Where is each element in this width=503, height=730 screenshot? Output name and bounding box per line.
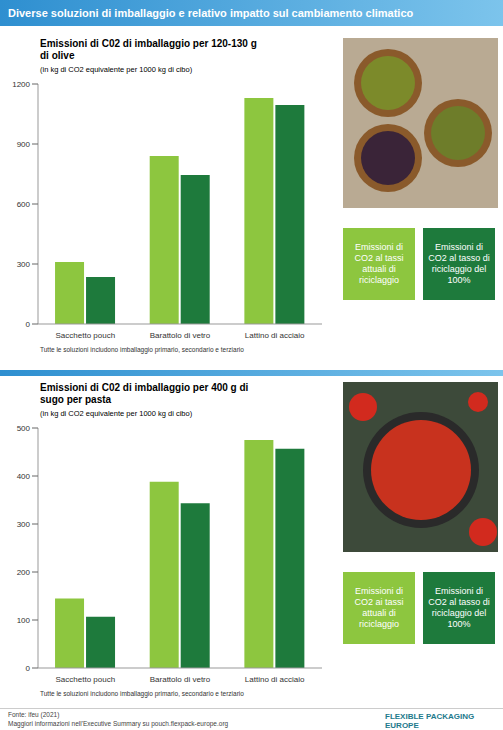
html-text:Emissioni di C02 di imballaggi: Emissioni di C02 di imballaggio per 120-… bbox=[40, 38, 257, 61]
svg-text:100: 100 bbox=[17, 616, 31, 625]
svg-text:Barattolo di vetro: Barattolo di vetro bbox=[150, 675, 211, 684]
svg-text:Sacchetto pouch: Sacchetto pouch bbox=[56, 675, 116, 684]
svg-text:0: 0 bbox=[26, 320, 31, 329]
html-text:Emissioni di CO2 al tasso di r: Emissioni di CO2 al tasso di riciclaggio… bbox=[428, 242, 490, 285]
html-text:Emissioni di CO2 al tasso di r: Emissioni di CO2 al tasso di riciclaggio… bbox=[428, 586, 490, 629]
html-text:Emissioni di C02 di imballaggi: Emissioni di C02 di imballaggio per 400 … bbox=[40, 382, 249, 405]
svg-text:Lattino di acciaio: Lattino di acciaio bbox=[245, 331, 305, 340]
svg-text:0: 0 bbox=[26, 664, 31, 673]
html-text:Emissioni di CO2 al tassi attu: Emissioni di CO2 al tassi attuali di ric… bbox=[354, 242, 404, 285]
svg-text:600: 600 bbox=[17, 200, 31, 209]
svg-text:500: 500 bbox=[17, 424, 31, 433]
html-text:Fonte: ifeu (2021): Fonte: ifeu (2021) bbox=[8, 711, 60, 718]
svg-text:300: 300 bbox=[17, 520, 31, 529]
svg-text:300: 300 bbox=[17, 260, 31, 269]
svg-text:Sacchetto pouch: Sacchetto pouch bbox=[56, 331, 116, 340]
html-text:(in kg di CO2 equivalente per: (in kg di CO2 equivalente per 1000 kg di… bbox=[40, 409, 193, 418]
svg-text:1200: 1200 bbox=[12, 80, 30, 89]
svg-text:Barattolo di vetro: Barattolo di vetro bbox=[150, 331, 211, 340]
svg-text:Lattino di acciaio: Lattino di acciaio bbox=[245, 675, 305, 684]
html-text:Emissioni di CO2 ai tassi attu: Emissioni di CO2 ai tassi attuali di ric… bbox=[354, 586, 404, 629]
html-text:Maggiori informazioni nell'Exe: Maggiori informazioni nell'Executive Sum… bbox=[8, 720, 229, 727]
html-text:(in kg di CO2 equivalente per: (in kg di CO2 equivalente per 1000 kg di… bbox=[40, 65, 193, 74]
html-text:Tutte le soluzioni includono i: Tutte le soluzioni includono imballaggio… bbox=[40, 346, 244, 353]
svg-text:200: 200 bbox=[17, 568, 31, 577]
svg-text:900: 900 bbox=[17, 140, 31, 149]
html-text:Diverse soluzioni di imballagg: Diverse soluzioni di imballaggio e relat… bbox=[8, 7, 414, 19]
html-text:FLEXIBLE PACKAGING EUROPE: FLEXIBLE PACKAGING EUROPE bbox=[385, 712, 475, 730]
svg-text:400: 400 bbox=[17, 472, 31, 481]
html-text:Tutte le soluzioni includono i: Tutte le soluzioni includono imballaggio… bbox=[40, 690, 244, 697]
